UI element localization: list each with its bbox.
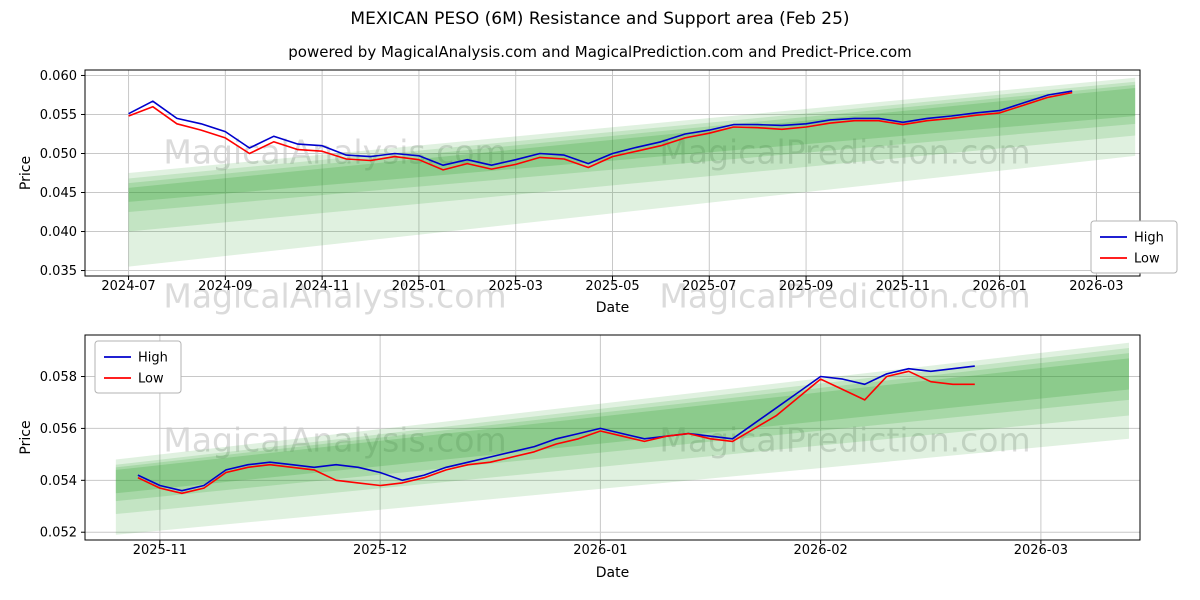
support-resistance-band: [115, 347, 1129, 515]
chart-title: MEXICAN PESO (6M) Resistance and Support…: [350, 9, 850, 29]
support-resistance-band: [128, 87, 1136, 202]
x-tick-label: 2026-03: [1069, 279, 1123, 294]
x-tick-label: 2025-03: [489, 279, 543, 294]
y-tick-label: 0.035: [40, 264, 77, 279]
support-resistance-band: [115, 353, 1129, 502]
plot-border: [84, 334, 1141, 541]
y-tick-label: 0.055: [40, 108, 77, 123]
y-tick-label: 0.040: [40, 225, 77, 240]
legend: High Low: [1090, 220, 1178, 274]
y-tick-label: 0.054: [40, 474, 77, 489]
x-tick-label: 2026-03: [1014, 543, 1068, 558]
chart-subtitle: powered by MagicalAnalysis.com and Magic…: [288, 43, 912, 61]
x-axis-label: Date: [596, 565, 629, 581]
y-tick-label: 0.052: [40, 526, 77, 541]
series-line-high: [128, 90, 1073, 166]
legend-box: [94, 340, 182, 394]
support-resistance-band: [128, 77, 1136, 267]
y-axis-label: Price: [18, 420, 34, 454]
x-tick-label: 2025-11: [133, 543, 187, 558]
x-tick-label: 2025-11: [876, 279, 930, 294]
legend-label: High: [138, 351, 168, 366]
series-line-low: [137, 370, 975, 495]
top-chart: 2024-07 2024-09 2024-11 2025-01 2025-03 2025-…: [18, 69, 1178, 316]
x-tick-label: 2026-01: [573, 543, 627, 558]
support-resistance-band: [115, 342, 1129, 535]
y-tick-label: 0.045: [40, 186, 77, 201]
y-tick-label: 0.050: [40, 147, 77, 162]
y-tick-label: 0.058: [40, 370, 77, 385]
legend-label: Low: [138, 372, 164, 387]
x-axis-label: Date: [596, 300, 629, 316]
legend-label: Low: [1134, 252, 1160, 267]
series-line-low: [128, 91, 1073, 171]
bottom-chart: 2025-11 2025-12 2026-01 2026-02 2026-03 0.052…: [18, 334, 1141, 581]
support-resistance-band: [115, 358, 1129, 494]
x-tick-label: 2026-01: [972, 279, 1026, 294]
x-tick-label: 2024-09: [198, 279, 252, 294]
y-axis-label: Price: [18, 156, 34, 190]
x-tick-label: 2025-12: [353, 543, 407, 558]
x-tick-label: 2024-07: [101, 279, 155, 294]
y-tick-label: 0.060: [40, 69, 77, 84]
x-tick-label: 2025-07: [682, 279, 736, 294]
legend: High Low: [94, 340, 182, 394]
legend-box: [1090, 220, 1178, 274]
legend-label: High: [1134, 231, 1164, 246]
x-tick-label: 2026-02: [793, 543, 847, 558]
x-tick-label: 2025-01: [392, 279, 446, 294]
x-tick-label: 2025-09: [779, 279, 833, 294]
y-tick-label: 0.056: [40, 422, 77, 437]
x-tick-label: 2025-05: [585, 279, 639, 294]
x-tick-label: 2024-11: [295, 279, 349, 294]
series-line-high: [137, 365, 975, 492]
